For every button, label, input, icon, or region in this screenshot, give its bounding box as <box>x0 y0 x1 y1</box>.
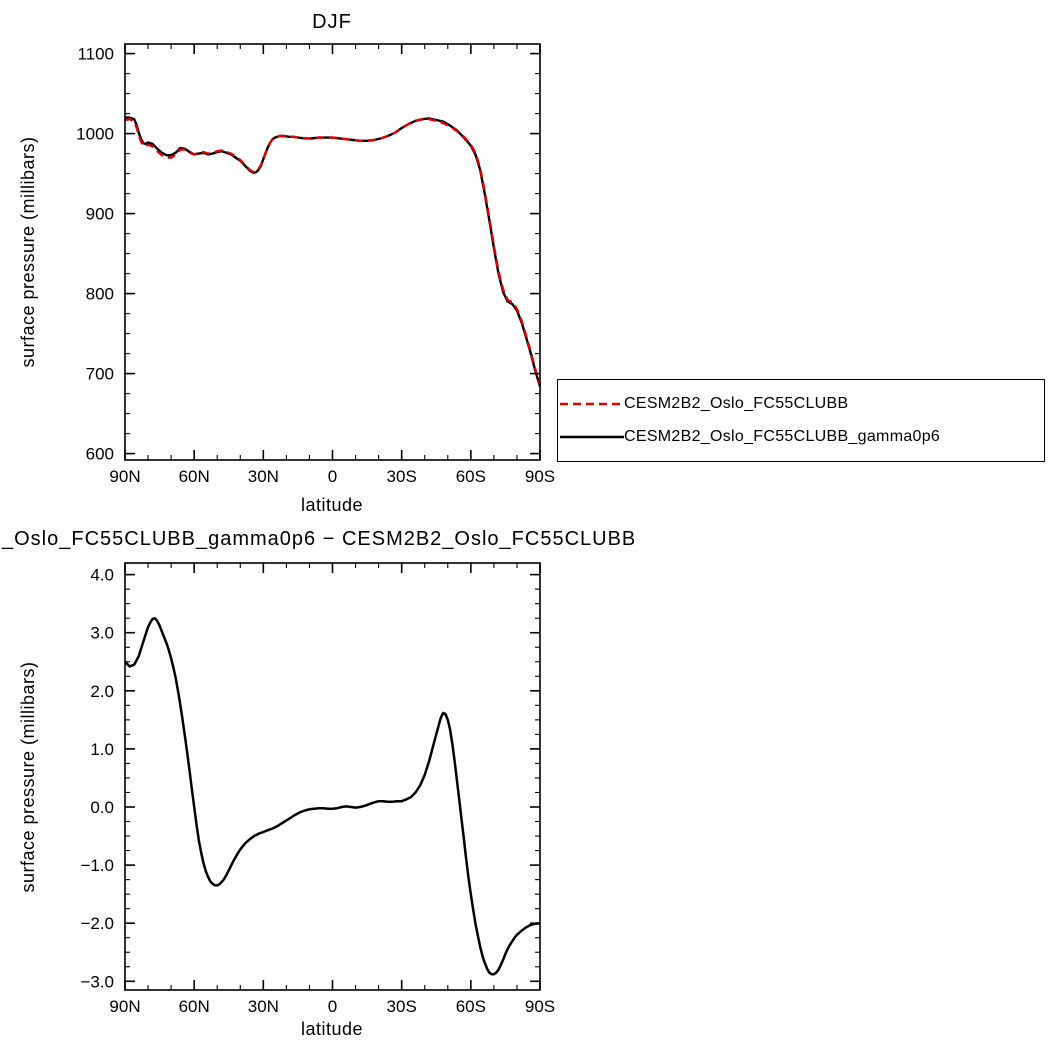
plot-frame <box>124 43 541 461</box>
y-tick-label: −1.0 <box>80 856 114 875</box>
y-tick-label: 1.0 <box>90 740 114 759</box>
bottom-chart-title: _Oslo_FC55CLUBB_gamma0p6 − CESM2B2_Oslo_… <box>1 528 636 550</box>
y-tick-label: 3.0 <box>90 624 114 643</box>
x-tick-label: 0 <box>328 467 337 486</box>
djf-chart: 90N 60N 30N 0 30S 60S 90S 600 700 800 900 1000 1100 <box>76 43 555 486</box>
y-tick-label: 0.0 <box>90 798 114 817</box>
legend-line-sample-black-solid-icon <box>560 435 624 439</box>
y-tick-label: 2.0 <box>90 682 114 701</box>
top-yaxis-label: surface pressure (millibars) <box>18 136 38 367</box>
y-tick-label: 800 <box>86 285 114 304</box>
x-tick-label: 60S <box>456 997 486 1016</box>
legend: CESM2B2_Oslo_FC55CLUBB CESM2B2_Oslo_FC55… <box>557 379 1045 462</box>
x-tick-label: 30N <box>248 467 279 486</box>
series-line-CESM2B2_Oslo_FC55CLUBB <box>124 118 542 386</box>
top-chart-title: DJF <box>312 11 352 33</box>
legend-line-sample-red-dashed-icon <box>560 402 624 406</box>
x-tick-label: 90N <box>109 467 140 486</box>
x-tick-label: 90S <box>525 997 555 1016</box>
series-line-difference_gamma0p6_minus_base <box>124 616 541 976</box>
plot-frame <box>124 562 541 991</box>
top-xaxis-label: latitude <box>301 495 363 515</box>
y-tick-label: 1100 <box>77 45 114 64</box>
bottom-xaxis-label: latitude <box>301 1019 363 1039</box>
x-tick-label: 30N <box>248 997 279 1016</box>
y-tick-label: 900 <box>86 205 114 224</box>
diff-chart: 90N 60N 30N 0 30S 60S 90S −3.0 −2.0 −1.0 0.0 1.0 2.0… <box>80 562 555 1016</box>
y-tick-label: 600 <box>86 445 114 464</box>
legend-label: CESM2B2_Oslo_FC55CLUBB_gamma0p6 <box>624 428 941 445</box>
x-tick-label: 30S <box>387 997 417 1016</box>
x-tick-label: 60N <box>179 997 210 1016</box>
x-tick-label: 30S <box>387 467 417 486</box>
bottom-yaxis-label: surface pressure (millibars) <box>18 661 38 892</box>
y-tick-label: 1000 <box>76 125 114 144</box>
y-tick-label: 4.0 <box>90 566 114 585</box>
legend-entry: CESM2B2_Oslo_FC55CLUBB_gamma0p6 <box>558 428 1044 446</box>
y-tick-label: −3.0 <box>80 972 114 991</box>
x-tick-label: 60S <box>456 467 486 486</box>
y-tick-label: 700 <box>86 365 114 384</box>
x-tick-label: 60N <box>179 467 210 486</box>
x-tick-label: 90N <box>109 997 140 1016</box>
legend-label: CESM2B2_Oslo_FC55CLUBB <box>624 395 849 412</box>
x-tick-label: 90S <box>525 467 555 486</box>
legend-entry: CESM2B2_Oslo_FC55CLUBB <box>558 395 1044 413</box>
y-tick-label: −2.0 <box>80 914 114 933</box>
x-tick-label: 0 <box>328 997 337 1016</box>
